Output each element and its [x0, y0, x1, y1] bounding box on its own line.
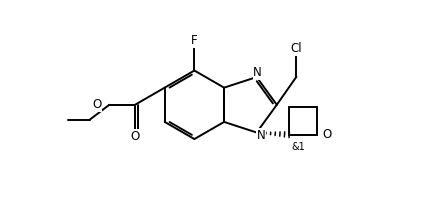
Text: N: N — [256, 129, 265, 142]
Text: O: O — [130, 130, 139, 143]
Text: O: O — [92, 98, 101, 111]
Text: N: N — [252, 66, 261, 79]
Text: F: F — [190, 34, 197, 47]
Text: O: O — [321, 128, 331, 141]
Text: Cl: Cl — [290, 42, 301, 55]
Text: &1: &1 — [291, 142, 304, 152]
